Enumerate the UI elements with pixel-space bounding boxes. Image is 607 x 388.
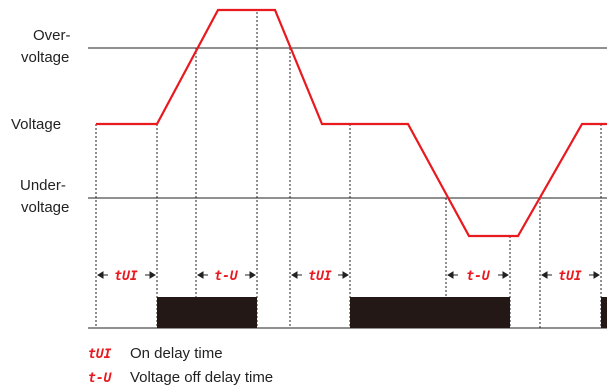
interval-label-on-delay: tUI xyxy=(308,269,332,284)
legend-text-on-delay: On delay time xyxy=(130,345,223,362)
voltage-label: Voltage xyxy=(11,116,61,133)
interval-label-on-delay: tUI xyxy=(114,269,138,284)
voltage-signal-waveform xyxy=(96,8,607,238)
interval-label-on-delay: tUI xyxy=(558,269,582,284)
legend-code-off-delay: t-U xyxy=(88,371,113,386)
output-on-block xyxy=(601,297,607,328)
legend-code-on-delay: tUI xyxy=(88,347,112,362)
interval-label-off-delay: t-U xyxy=(214,269,239,284)
interval-arrows xyxy=(97,271,600,279)
interval-label-off-delay: t-U xyxy=(466,269,491,284)
output-on-block xyxy=(157,297,257,328)
output-on-block xyxy=(350,297,510,328)
undervoltage-label-line1: Under- xyxy=(20,177,66,194)
overvoltage-label-line2: voltage xyxy=(21,49,69,66)
time-markers xyxy=(95,12,602,328)
legend-text-off-delay: Voltage off delay time xyxy=(130,369,273,386)
overvoltage-label-line1: Over- xyxy=(33,27,71,44)
legend: tUI On delay time t-U Voltage off delay … xyxy=(88,345,273,386)
undervoltage-label-line2: voltage xyxy=(21,199,69,216)
